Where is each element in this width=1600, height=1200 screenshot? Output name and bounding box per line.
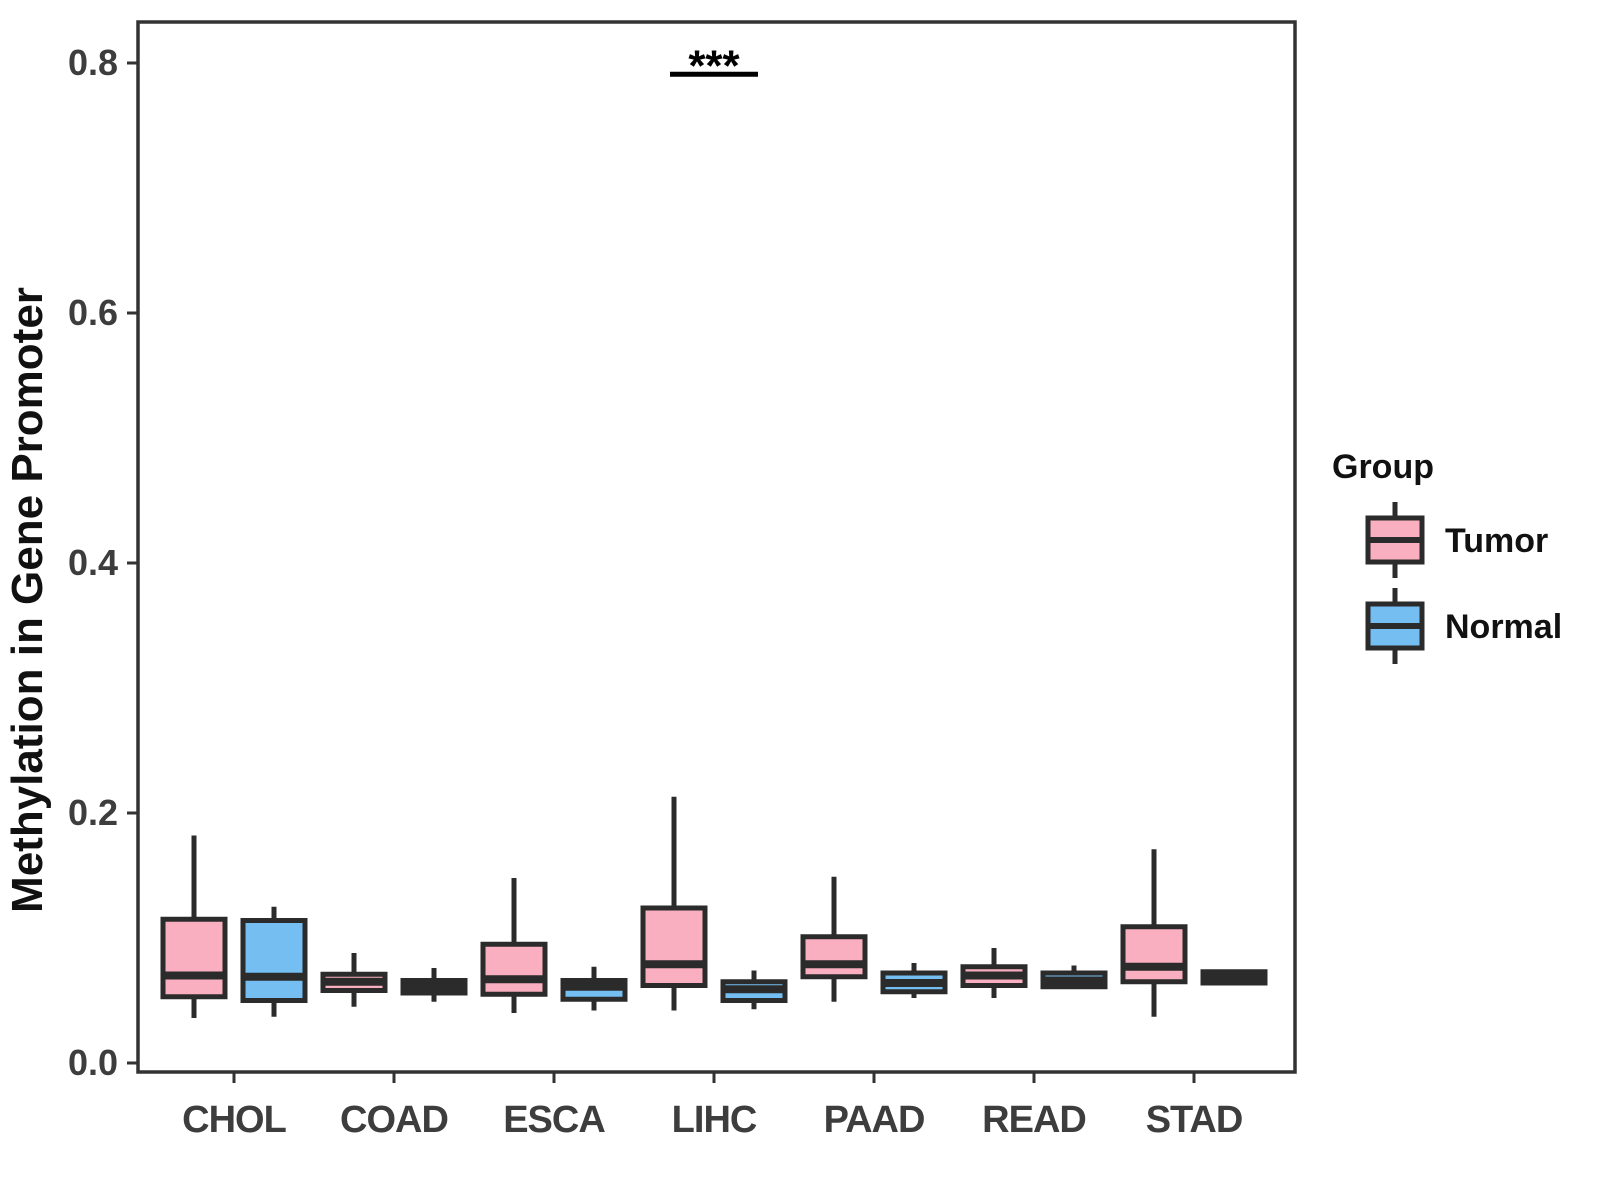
legend-entry-normal: Normal [1365,588,1562,664]
x-tick-label: LIHC [672,1099,757,1141]
plot-panel-border [136,20,1297,1074]
boxplot-PAAD-Normal [880,963,948,998]
significance-stars: *** [688,41,740,90]
boxplot-LIHC-Normal [720,970,788,1010]
y-tick-label: 0.0 [68,1042,118,1083]
boxplot-LIHC-Tumor [640,796,708,1011]
boxplot-COAD-Tumor [320,953,388,1007]
x-tick-label: STAD [1146,1099,1243,1141]
tumor-boxplot-icon [1365,502,1425,578]
box [800,934,868,980]
y-tick-label: 0.8 [68,42,118,83]
x-tick-label: COAD [340,1099,448,1141]
boxplot-ESCA-Tumor [480,878,548,1013]
boxplot-COAD-Normal [400,968,468,1002]
box [240,918,308,1003]
x-tick-label: ESCA [503,1099,605,1141]
boxplot-READ-Normal [1040,965,1108,990]
y-tick-label: 0.4 [68,542,118,583]
axis-layer: 0.0 0.2 0.4 0.6 0.8 CHOL COAD ESCA LIHC PAAD READ S… [68,42,1243,1141]
boxplot-ESCA-Normal [560,966,628,1011]
box [1120,924,1188,985]
legend-label-tumor: Tumor [1445,522,1548,560]
box [480,941,548,997]
y-axis-title: Methylation in Gene Promoter [3,287,52,913]
box [640,905,708,988]
boxplot-CHOL-Normal [240,906,308,1017]
boxplot-STAD-Normal [1200,969,1268,986]
annotation-layer: *** [670,41,758,90]
legend-label-normal: Normal [1445,608,1562,646]
x-tick-label: CHOL [182,1099,286,1141]
boxplot-READ-Tumor [960,948,1028,998]
x-tick-label: PAAD [824,1099,925,1141]
legend-entry-tumor: Tumor [1365,502,1548,578]
box [160,916,228,1000]
boxplot-CHOL-Tumor [160,835,228,1018]
boxplot-STAD-Tumor [1120,849,1188,1017]
box-layer [160,796,1268,1018]
x-tick-label: READ [982,1099,1086,1141]
boxplot-PAAD-Tumor [800,876,868,1002]
normal-boxplot-icon [1365,588,1425,664]
legend-title: Group [1332,448,1434,486]
y-tick-label: 0.2 [68,792,118,833]
y-tick-label: 0.6 [68,292,118,333]
legend: Group Tumor Normal [1332,448,1562,664]
